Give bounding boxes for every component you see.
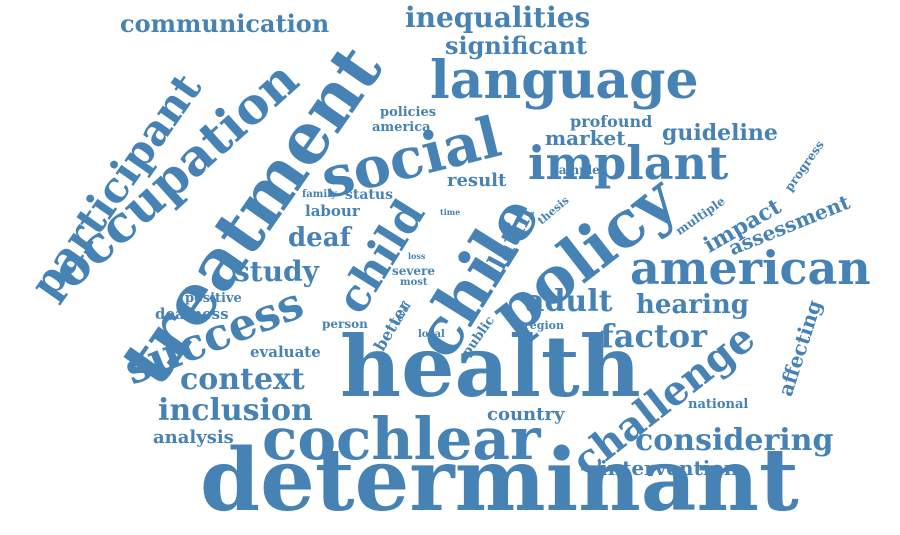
word-evaluate: evaluate	[250, 343, 321, 361]
word-market: market	[545, 126, 626, 150]
word-national: national	[688, 397, 749, 412]
word-country: country	[487, 404, 565, 425]
word-affecting: affecting	[773, 296, 827, 400]
word-american: american	[630, 241, 871, 295]
word-analysis: analysis	[153, 427, 234, 448]
word-health: health	[340, 317, 641, 416]
word-deaf: deaf	[288, 223, 351, 253]
word-loss: loss	[408, 251, 426, 261]
word-result: result	[447, 170, 507, 191]
word-person: person	[322, 317, 368, 331]
word-inequalities: inequalities	[405, 1, 591, 34]
word-inclusion: inclusion	[158, 393, 313, 428]
word-considering: considering	[635, 423, 834, 458]
word-most: most	[400, 277, 428, 288]
word-determinant: determinant	[200, 430, 799, 531]
word-region: region	[524, 319, 564, 332]
word-deafness: deafness	[155, 305, 229, 323]
word-context: context	[180, 362, 305, 397]
word-hearing: hearing	[636, 290, 749, 320]
word-policies: policies	[380, 105, 437, 120]
word-local: local	[418, 329, 445, 340]
word-adult: adult	[525, 284, 613, 319]
word-guideline: guideline	[662, 120, 778, 146]
word-communication: communication	[120, 9, 330, 38]
word-factor: factor	[600, 317, 707, 355]
word-study: study	[234, 255, 319, 288]
word-america: america	[372, 120, 431, 135]
word-severe: severe	[392, 264, 435, 278]
word-language: language	[430, 50, 699, 111]
word-intervention: intervention	[600, 456, 739, 480]
word-status: status	[345, 187, 393, 203]
word-labour: labour	[305, 202, 360, 220]
word-significant: significant	[445, 31, 588, 60]
word-sample: sample	[552, 163, 600, 177]
word-cochlear: cochlear	[262, 405, 541, 473]
word-implant: implant	[528, 136, 729, 190]
word-time: time	[440, 207, 461, 217]
word-family: family	[302, 189, 337, 200]
word-positive: positive	[185, 291, 242, 306]
word-progress: progress	[781, 137, 827, 195]
word-profound: profound	[570, 112, 653, 131]
